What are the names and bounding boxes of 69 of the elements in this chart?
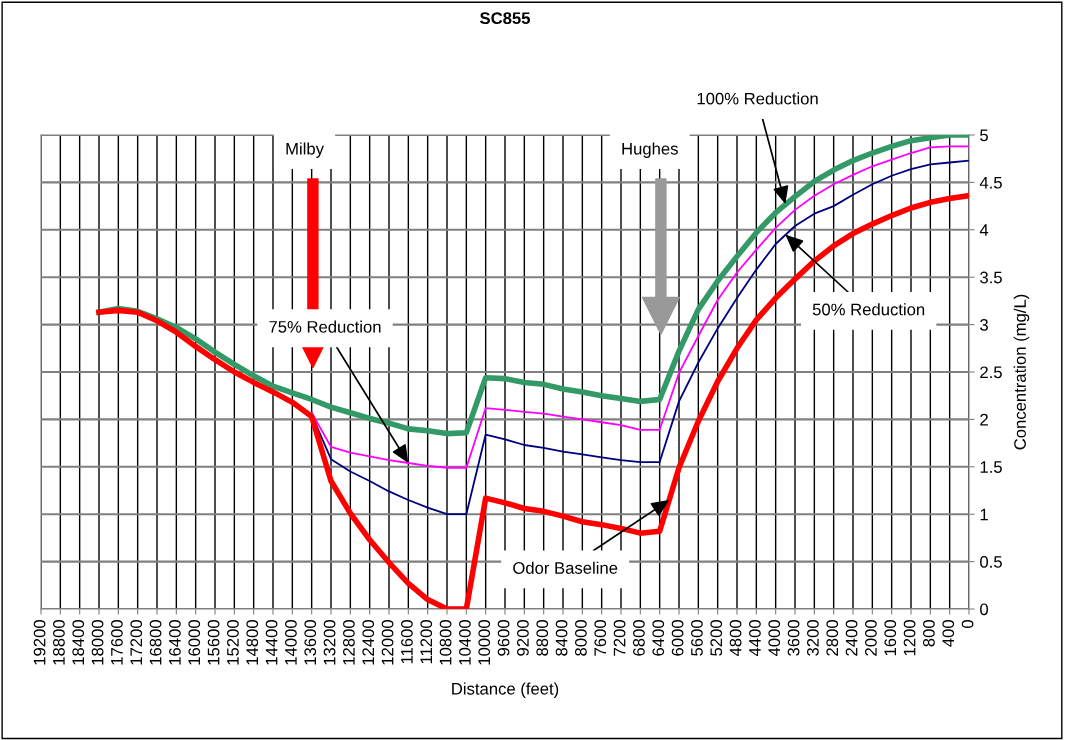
x-tick-label: 13200 <box>323 620 336 665</box>
x-tick-label: 8400 <box>555 620 568 656</box>
x-tick-label: 1600 <box>884 620 897 656</box>
x-tick-label: 7200 <box>613 620 626 656</box>
x-tick-label: 4400 <box>749 620 761 657</box>
y-tick-label: 1.5 <box>980 461 1002 473</box>
x-tick-label: 13600 <box>304 620 317 665</box>
annotation: 75% Reduction <box>269 320 381 333</box>
x-tick-label: 800 <box>923 620 935 647</box>
y-tick-label: 0 <box>980 603 989 616</box>
x-tick-label: 5600 <box>691 620 703 656</box>
x-tick-label: 2800 <box>826 620 839 656</box>
y-tick-label: 2.5 <box>980 366 1002 379</box>
x-tick-label: 9200 <box>517 620 529 656</box>
chart-title: SC855 <box>480 12 531 25</box>
x-tick-label: 17200 <box>130 620 143 665</box>
x-tick-label: 3200 <box>807 620 819 656</box>
x-tick-label: 2400 <box>845 620 858 656</box>
y-tick-label: 1 <box>980 508 988 521</box>
x-tick-label: 3600 <box>787 620 800 656</box>
x-tick-label: 2000 <box>865 620 877 656</box>
x-tick-label: 15600 <box>207 620 220 665</box>
x-tick-label: 14400 <box>265 620 278 665</box>
x-tick-label: 400 <box>942 620 955 647</box>
x-tick-label: 19200 <box>33 620 46 665</box>
annotation: Odor Baseline <box>513 561 618 574</box>
x-tick-label: 15200 <box>227 620 239 665</box>
y-tick-label: 3.5 <box>980 271 1002 284</box>
x-tick-label: 17600 <box>111 620 123 665</box>
x-tick-label: 11600 <box>401 620 413 664</box>
x-tick-label: 6000 <box>671 620 684 656</box>
x-tick-label: 18000 <box>91 620 104 665</box>
x-tick-label: 5200 <box>710 620 723 656</box>
y-tick-label: 0.5 <box>980 556 1002 568</box>
x-tick-label: 10400 <box>459 620 471 665</box>
x-tick-label: 10000 <box>478 620 491 665</box>
x-tick-label: 6400 <box>652 620 665 656</box>
y-tick-label: 3 <box>980 319 988 331</box>
x-tick-label: 14000 <box>285 620 297 665</box>
x-tick-label: 11200 <box>420 620 433 664</box>
x-tick-label: 14800 <box>246 620 259 665</box>
x-tick-label: 7600 <box>594 620 607 656</box>
x-tick-label: 16800 <box>149 620 162 665</box>
x-tick-label: 12000 <box>381 620 394 665</box>
y-tick-label: 2 <box>980 413 988 426</box>
x-tick-label: 10800 <box>439 620 452 665</box>
x-tick-label: 16000 <box>188 620 201 665</box>
x-tick-label: 8000 <box>575 620 587 656</box>
annotation: Milby <box>286 142 324 158</box>
annotation: 100% Reduction <box>697 92 818 105</box>
y-tick-label: 4.5 <box>979 176 1002 189</box>
x-tick-label: 4000 <box>768 620 781 657</box>
x-tick-label: 8800 <box>536 620 549 656</box>
y-axis-title: Concentration (mg/L) <box>1013 294 1030 450</box>
annotation: 50% Reduction <box>812 303 925 316</box>
x-tick-label: 12800 <box>343 620 355 665</box>
x-tick-label: 0 <box>961 620 974 629</box>
x-tick-label: 9600 <box>497 620 510 656</box>
x-tick-label: 1200 <box>903 620 916 656</box>
x-tick-label: 18800 <box>53 620 65 665</box>
x-tick-label: 16400 <box>169 620 181 665</box>
x-tick-label: 6800 <box>633 620 645 656</box>
y-tick-label: 4 <box>979 224 989 236</box>
x-axis-title: Distance (feet) <box>452 682 559 698</box>
x-tick-label: 12400 <box>362 620 375 665</box>
x-tick-label: 18400 <box>72 620 85 665</box>
x-tick-label: 4800 <box>729 620 742 657</box>
y-tick-label: 5 <box>980 129 988 142</box>
annotation: Hughes <box>622 142 678 158</box>
